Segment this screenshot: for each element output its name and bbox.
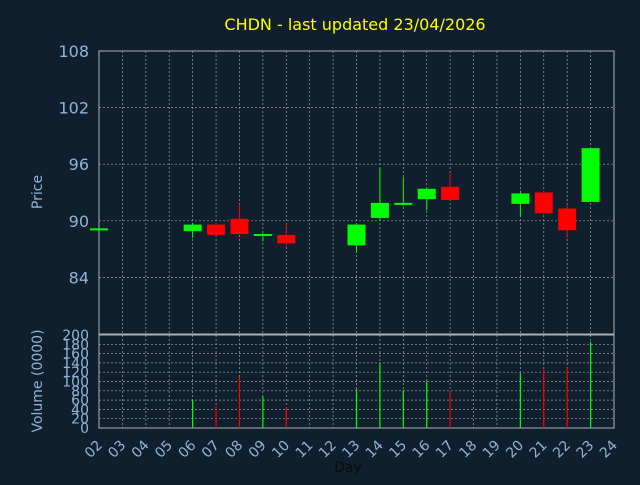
x-tick-label: 05 <box>152 438 176 462</box>
candle-body <box>230 218 249 235</box>
x-tick-label: 03 <box>105 438 129 462</box>
volume-tick-label: 120 <box>62 365 89 381</box>
x-tick-label: 20 <box>503 438 527 462</box>
x-tick-label: 06 <box>176 437 200 461</box>
candle-body <box>253 234 272 237</box>
volume-tick-label: 80 <box>71 384 89 400</box>
volume-tick-label: 60 <box>71 393 89 409</box>
price-tick-label: 96 <box>69 155 89 174</box>
x-axis-label: Day <box>334 460 362 476</box>
candle-body <box>511 193 530 204</box>
candle-body <box>347 224 366 246</box>
x-tick-label: 12 <box>316 438 340 462</box>
x-tick-label: 07 <box>199 438 223 462</box>
chart-title: CHDN - last updated 23/04/2026 <box>224 15 485 34</box>
candle-body <box>183 224 202 232</box>
x-tick-label: 08 <box>222 438 246 462</box>
x-tick-label: 02 <box>82 438 106 462</box>
volume-tick-label: 0 <box>80 421 89 437</box>
candle-body <box>394 202 413 205</box>
x-tick-label: 18 <box>456 438 480 462</box>
volume-tick-label: 20 <box>71 412 89 428</box>
candle-body <box>534 192 553 214</box>
volume-tick-label: 200 <box>62 328 89 344</box>
x-tick-label: 10 <box>269 438 293 462</box>
candle-body <box>277 234 296 244</box>
volume-tick-label: 160 <box>62 347 89 363</box>
x-tick-labels: 02 03 04 05 06 07 08 09 10 11 12 13 14 15 16 17 18 19 20 21… <box>82 437 621 461</box>
price-panel-frame <box>98 50 615 335</box>
candle-body <box>417 188 436 200</box>
x-tick-label: 09 <box>246 438 270 462</box>
candle-body <box>581 148 600 202</box>
price-tick-label: 108 <box>58 42 89 61</box>
volume-axis-label: Volume (0000) <box>30 329 46 432</box>
candle-body <box>370 202 389 218</box>
price-tick-label: 84 <box>69 268 89 287</box>
x-tick-label: 13 <box>339 438 363 462</box>
x-tick-label: 22 <box>550 438 574 462</box>
candle-body <box>90 228 108 231</box>
x-tick-label: 14 <box>363 437 387 461</box>
x-tick-label: 04 <box>129 437 153 461</box>
x-tick-label: 16 <box>410 437 434 461</box>
volume-tick-label: 40 <box>71 402 89 418</box>
x-tick-label: 24 <box>597 437 621 461</box>
price-axis-label: Price <box>30 175 46 209</box>
volume-bars <box>192 341 592 428</box>
x-tick-label: 23 <box>573 438 597 462</box>
candles <box>90 148 600 253</box>
x-tick-label: 15 <box>386 438 410 462</box>
price-tick-labels: 84 90 96 102 108 <box>58 42 89 287</box>
candle-body <box>207 224 226 235</box>
x-tick-label: 11 <box>293 438 317 462</box>
x-tick-label: 17 <box>433 438 457 462</box>
price-tick-label: 90 <box>69 212 89 231</box>
price-tick-label: 102 <box>58 99 89 118</box>
x-tick-label: 21 <box>527 438 551 462</box>
x-tick-label: 19 <box>480 438 504 462</box>
volume-tick-label: 180 <box>62 337 89 353</box>
volume-tick-label: 100 <box>62 375 89 391</box>
volume-tick-label: 140 <box>62 356 89 372</box>
candle-body <box>441 186 460 201</box>
candle-body <box>558 208 577 231</box>
